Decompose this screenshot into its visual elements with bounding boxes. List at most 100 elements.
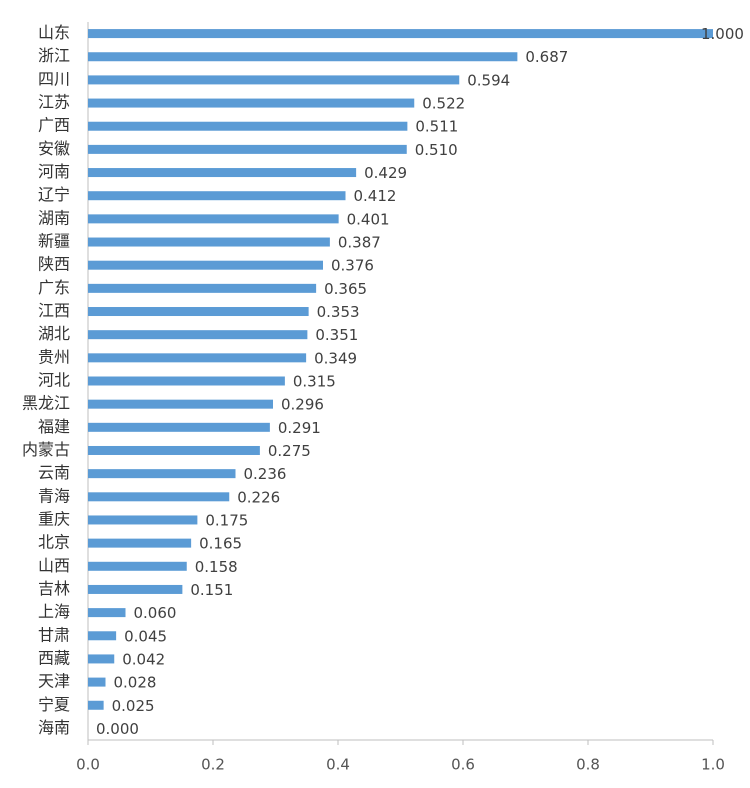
value-label: 0.349 — [314, 349, 357, 367]
value-label: 0.401 — [347, 210, 390, 228]
category-label: 河北 — [38, 371, 70, 390]
x-tick-label: 0.8 — [576, 756, 600, 774]
bar — [88, 492, 230, 502]
category-label: 北京 — [38, 533, 70, 552]
x-tick-label: 0.6 — [451, 756, 475, 774]
bar — [88, 584, 183, 594]
value-label: 1.000 — [701, 25, 744, 43]
bar — [88, 561, 187, 571]
category-label: 重庆 — [38, 509, 70, 528]
category-label: 甘肃 — [38, 625, 70, 644]
value-label: 0.236 — [244, 465, 287, 483]
value-label: 0.594 — [467, 71, 510, 89]
value-label: 0.275 — [268, 442, 311, 460]
value-label: 0.000 — [96, 720, 139, 738]
category-label: 内蒙古 — [22, 440, 70, 459]
value-label: 0.376 — [331, 257, 374, 275]
value-label: 0.165 — [199, 535, 242, 553]
value-label: 0.522 — [422, 95, 465, 113]
value-label: 0.412 — [354, 187, 397, 205]
bar — [88, 214, 339, 224]
value-label: 0.291 — [278, 419, 321, 437]
value-label: 0.060 — [134, 604, 177, 622]
category-label: 山东 — [38, 23, 70, 42]
category-label: 云南 — [38, 463, 70, 482]
category-label: 吉林 — [38, 579, 70, 598]
value-label: 0.429 — [364, 164, 407, 182]
category-label: 辽宁 — [38, 185, 70, 204]
bar — [88, 515, 198, 525]
category-label: 宁夏 — [38, 695, 70, 714]
category-label: 安徽 — [38, 139, 70, 158]
value-label: 0.351 — [315, 326, 358, 344]
category-label: 广西 — [38, 116, 70, 135]
category-label: 广东 — [38, 278, 70, 297]
bar — [88, 168, 357, 178]
value-label: 0.353 — [317, 303, 360, 321]
value-label: 0.296 — [281, 396, 324, 414]
value-label: 0.365 — [324, 280, 367, 298]
category-label: 贵州 — [38, 347, 70, 366]
x-tick-label: 0.2 — [201, 756, 225, 774]
bar — [88, 98, 415, 108]
x-tick-label: 0.0 — [76, 756, 100, 774]
category-label: 江西 — [38, 301, 70, 320]
bar — [88, 422, 270, 432]
value-label: 0.510 — [415, 141, 458, 159]
bar — [88, 75, 460, 85]
category-label: 上海 — [38, 602, 70, 621]
category-label: 青海 — [38, 486, 70, 505]
value-label: 0.158 — [195, 558, 238, 576]
value-label: 0.151 — [190, 581, 233, 599]
bar — [88, 654, 115, 664]
bar — [88, 307, 309, 317]
category-label: 天津 — [38, 672, 70, 691]
x-tick-label: 0.4 — [326, 756, 350, 774]
bar — [88, 399, 273, 409]
value-label: 0.511 — [415, 118, 458, 136]
category-label: 西藏 — [38, 648, 70, 667]
bar — [88, 677, 106, 687]
category-label: 河南 — [38, 162, 70, 181]
bar — [88, 52, 518, 62]
bar — [88, 121, 408, 131]
category-label: 新疆 — [38, 232, 70, 251]
value-label: 0.042 — [122, 650, 165, 668]
value-label: 0.045 — [124, 627, 167, 645]
value-label: 0.025 — [112, 697, 155, 715]
value-label: 0.028 — [114, 674, 157, 692]
value-label: 0.226 — [237, 488, 280, 506]
value-label: 0.687 — [525, 48, 568, 66]
category-label: 江苏 — [38, 93, 70, 112]
bar — [88, 608, 126, 618]
bar — [88, 538, 192, 548]
category-label: 黑龙江 — [22, 394, 70, 413]
category-label: 山西 — [38, 556, 70, 575]
bar — [88, 191, 346, 201]
bar — [88, 353, 307, 363]
category-label: 海南 — [38, 718, 70, 737]
value-label: 0.387 — [338, 234, 381, 252]
bar — [88, 631, 117, 641]
bar — [88, 445, 260, 455]
bar — [88, 376, 285, 386]
bar — [88, 283, 317, 293]
bar — [88, 29, 713, 39]
bar — [88, 260, 323, 270]
category-label: 福建 — [38, 417, 70, 436]
value-label: 0.175 — [205, 511, 248, 529]
bar — [88, 469, 236, 479]
category-label: 湖南 — [38, 208, 70, 227]
category-label: 四川 — [38, 69, 70, 88]
bar — [88, 144, 407, 154]
value-label: 0.315 — [293, 373, 336, 391]
bar — [88, 700, 104, 710]
bar — [88, 237, 330, 247]
category-label: 浙江 — [38, 46, 70, 65]
x-tick-label: 1.0 — [701, 756, 725, 774]
category-label: 陕西 — [38, 255, 70, 274]
category-label: 湖北 — [38, 324, 70, 343]
bar — [88, 330, 308, 340]
